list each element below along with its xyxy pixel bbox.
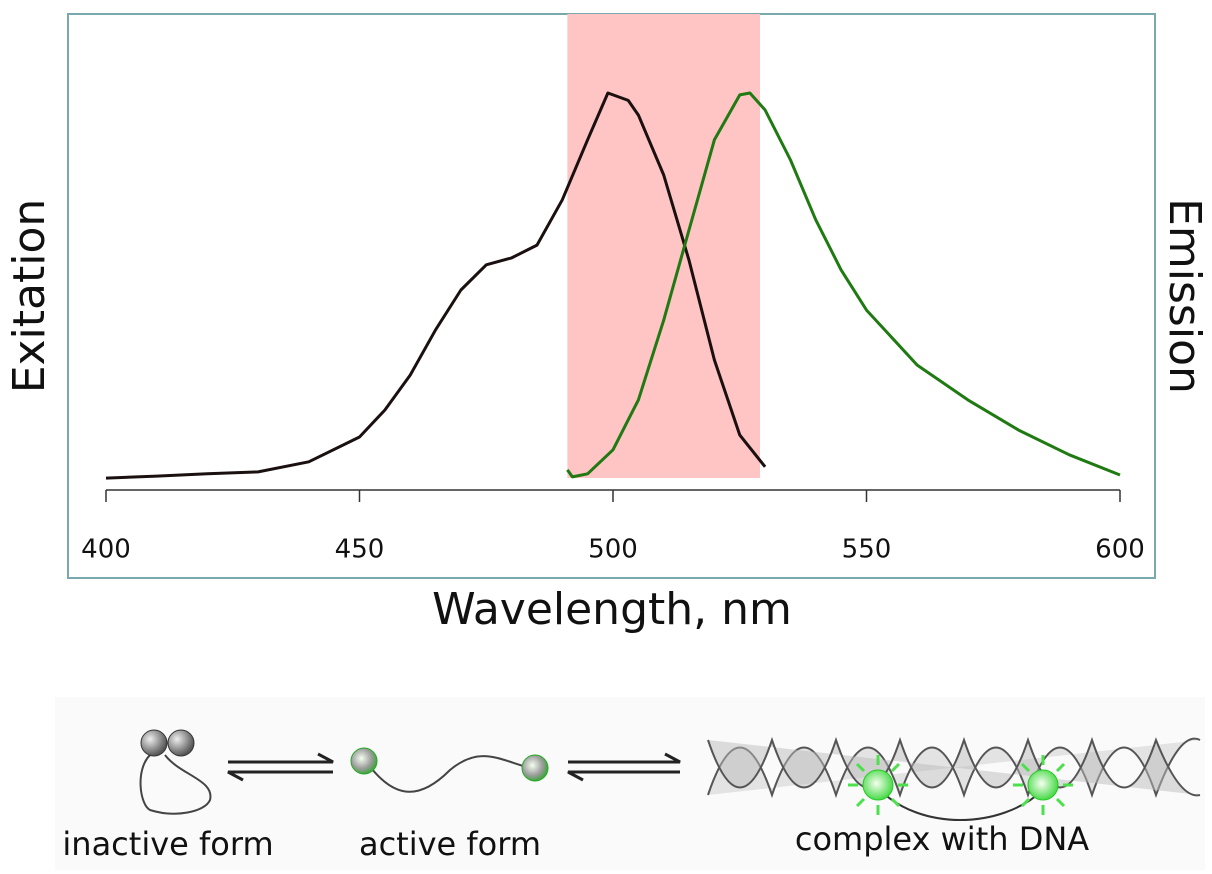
dna xyxy=(707,736,1201,799)
x-axis-title: Wavelength, nm xyxy=(432,584,792,635)
equilibrium-arrow xyxy=(567,752,681,782)
diagram-label: active form xyxy=(359,825,541,863)
x-tick-label: 550 xyxy=(842,535,892,565)
equilibrium-arrow xyxy=(227,752,334,782)
x-tick-label: 600 xyxy=(1095,535,1145,565)
series-line xyxy=(566,91,1121,479)
diagram-label: inactive form xyxy=(62,825,273,863)
y-axis-title: Exitation xyxy=(4,199,55,394)
linker xyxy=(367,755,531,793)
plot: 400 450 500 550 600 xyxy=(81,14,1145,565)
sphere xyxy=(350,747,378,775)
series-line xyxy=(105,91,767,480)
x-tick-label: 450 xyxy=(335,535,385,565)
diagram-label: complex with DNA xyxy=(795,820,1089,858)
sphere xyxy=(521,754,549,782)
sphere xyxy=(140,729,168,757)
sphere xyxy=(1027,769,1059,801)
x-tick-label: 400 xyxy=(81,535,131,565)
loop xyxy=(139,754,212,815)
sphere xyxy=(862,769,894,801)
diagram: inactive form active form complex with D… xyxy=(55,697,1205,870)
y2-axis-title: Emission xyxy=(1159,198,1210,394)
sphere xyxy=(167,729,195,757)
x-tick-label: 500 xyxy=(588,535,638,565)
glow-rays xyxy=(848,755,1073,815)
